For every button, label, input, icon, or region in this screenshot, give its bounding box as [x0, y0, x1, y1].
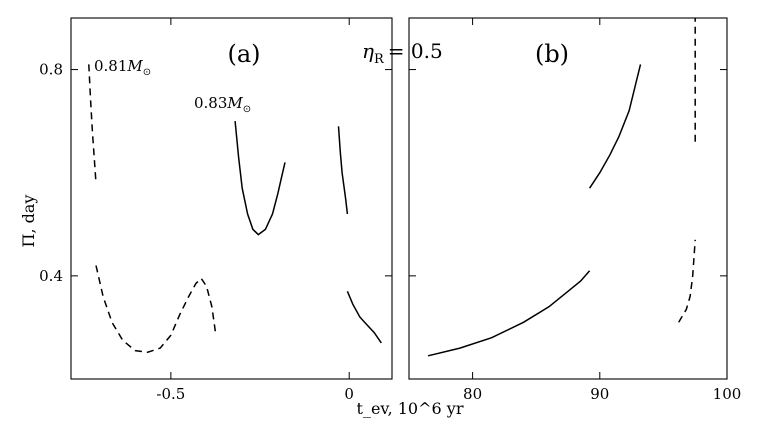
panel-b: 80 90 100 — [408, 17, 742, 403]
y-tick-label: 0.8 — [39, 61, 63, 79]
series-line — [234, 121, 286, 236]
x-tick-label: 0 — [344, 385, 354, 403]
eta-label: ηR = 0.5 — [362, 39, 443, 67]
series-line — [588, 64, 642, 189]
x-tick-label: 90 — [590, 385, 609, 403]
panel-b-label: (b) — [535, 40, 569, 68]
series-line — [427, 270, 591, 357]
series-line — [95, 265, 217, 353]
mass-label-081: 0.81M⊙ — [94, 57, 151, 78]
x-axis-title-text: t_ev, 10^6 yr — [357, 399, 464, 418]
panel-a: -0.5 0 0.4 0.8 — [39, 17, 393, 403]
eta-subscript: R — [374, 52, 385, 67]
x-tick-label: -0.5 — [156, 385, 185, 403]
plot-frame — [408, 17, 728, 380]
eta-symbol: η — [362, 39, 374, 63]
mass-unit-081: M — [126, 57, 143, 75]
x-axis-title: t_ev, 10^6 yr — [357, 399, 464, 418]
y-axis-title: Π, day — [19, 195, 38, 248]
mass-sun-081: ⊙ — [143, 67, 151, 78]
mass-sun-083: ⊙ — [243, 104, 251, 115]
mass-value-081: 0.81 — [94, 57, 127, 75]
eta-value: = 0.5 — [388, 39, 443, 63]
x-tick-label: 100 — [713, 385, 742, 403]
series-line — [337, 126, 349, 215]
y-tick-label: 0.4 — [39, 267, 63, 285]
mass-value-083: 0.83 — [194, 94, 227, 112]
series-line — [346, 291, 382, 344]
panel-a-label: (a) — [227, 40, 260, 68]
y-axis-title-text: Π, day — [19, 195, 38, 248]
series-line — [88, 64, 97, 184]
series-line — [678, 239, 696, 323]
mass-label-083: 0.83M⊙ — [194, 94, 251, 115]
x-tick-label: 80 — [463, 385, 482, 403]
plot-frame — [70, 17, 393, 380]
mass-unit-083: M — [226, 94, 243, 112]
